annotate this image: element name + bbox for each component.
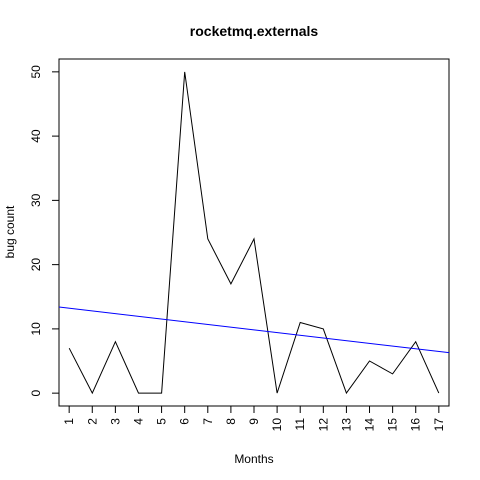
x-tick-label: 2: [85, 418, 99, 425]
x-tick-label: 9: [247, 418, 261, 425]
x-axis-label: Months: [234, 452, 273, 466]
x-tick-label: 3: [108, 418, 122, 425]
x-tick-label: 17: [432, 418, 446, 432]
trend-line: [58, 306, 450, 354]
x-tick-label: 4: [131, 418, 145, 425]
x-axis: 1 2 3 4 5 6 7 8 9 10 11 12 13 14 15 16 17: [62, 405, 446, 432]
series-line: [68, 71, 440, 395]
x-tick-label: 1: [62, 418, 76, 425]
y-tick-label: 0: [29, 389, 43, 396]
x-tick-label: 8: [224, 418, 238, 425]
plot-frame: [58, 58, 450, 407]
x-tick-label: 6: [178, 418, 192, 425]
x-tick-label: 16: [409, 418, 423, 432]
x-tick-label: 7: [201, 418, 215, 425]
x-tick-label: 5: [155, 418, 169, 425]
y-axis-label: bug count: [3, 205, 17, 258]
y-tick-label: 50: [29, 65, 43, 79]
plot-area: [58, 71, 450, 395]
x-tick-label: 10: [270, 418, 284, 432]
chart-title: rocketmq.externals: [190, 23, 319, 39]
x-tick-label: 14: [363, 418, 377, 432]
y-tick-label: 10: [29, 322, 43, 336]
y-tick-label: 40: [29, 129, 43, 143]
x-tick-label: 12: [316, 418, 330, 432]
y-tick-label: 30: [29, 193, 43, 207]
y-axis: 0 10 20 30 40 50: [29, 65, 60, 396]
x-tick-label: 11: [293, 418, 307, 431]
x-tick-label: 15: [386, 418, 400, 432]
y-tick-label: 20: [29, 258, 43, 272]
x-tick-label: 13: [339, 418, 353, 432]
